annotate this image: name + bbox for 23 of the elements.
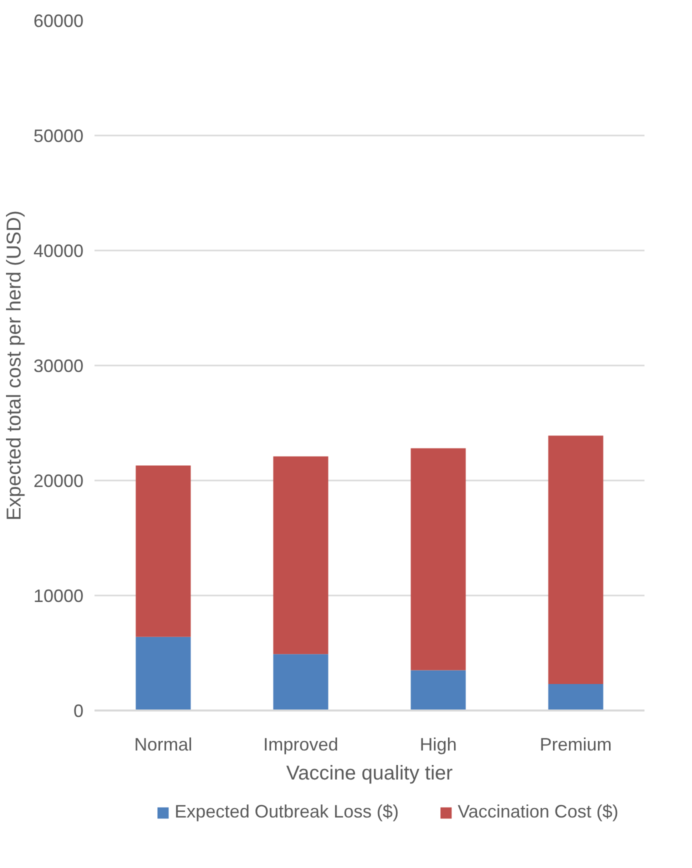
x-tick-label: High [420,734,457,754]
bar [548,436,604,684]
bar [273,456,328,654]
x-tick-label: Improved [263,734,338,754]
y-tick-label: 30000 [33,356,84,376]
x-axis-title: Vaccine quality tier [286,762,454,784]
x-tick-label: Normal [134,734,192,754]
legend-label: Expected Outbreak Loss ($) [174,802,399,822]
y-tick-label: 60000 [33,11,84,31]
bar [410,670,466,710]
bar [136,466,191,637]
legend-label: Vaccination Cost ($) [458,802,618,822]
y-tick-label: 40000 [33,241,84,261]
y-tick-label: 0 [73,701,84,721]
bar [273,654,328,710]
y-axis-title: Expected total cost per herd (USD) [3,210,26,521]
y-tick-label: 20000 [33,471,84,491]
bar [548,684,604,710]
x-tick-label: Premium [540,734,612,754]
y-tick-label: 50000 [33,126,84,146]
y-tick-label: 10000 [33,586,84,606]
bar [410,448,466,670]
bar [136,636,191,710]
